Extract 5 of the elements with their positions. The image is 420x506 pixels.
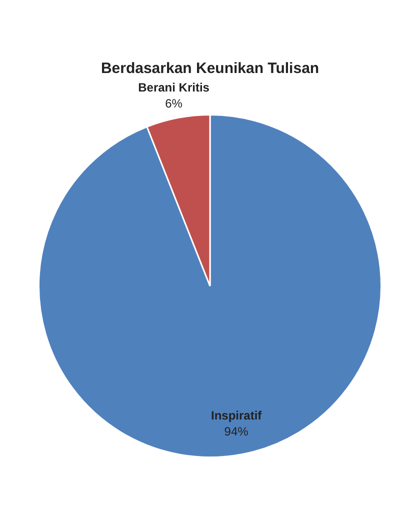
chart-title: Berdasarkan Keunikan Tulisan (100, 60, 320, 78)
slice-label: Berani Kritis (138, 80, 210, 94)
data-label: 6% (165, 96, 183, 110)
slice-label: Inspiratif (210, 408, 263, 422)
data-label: 94% (224, 424, 249, 438)
